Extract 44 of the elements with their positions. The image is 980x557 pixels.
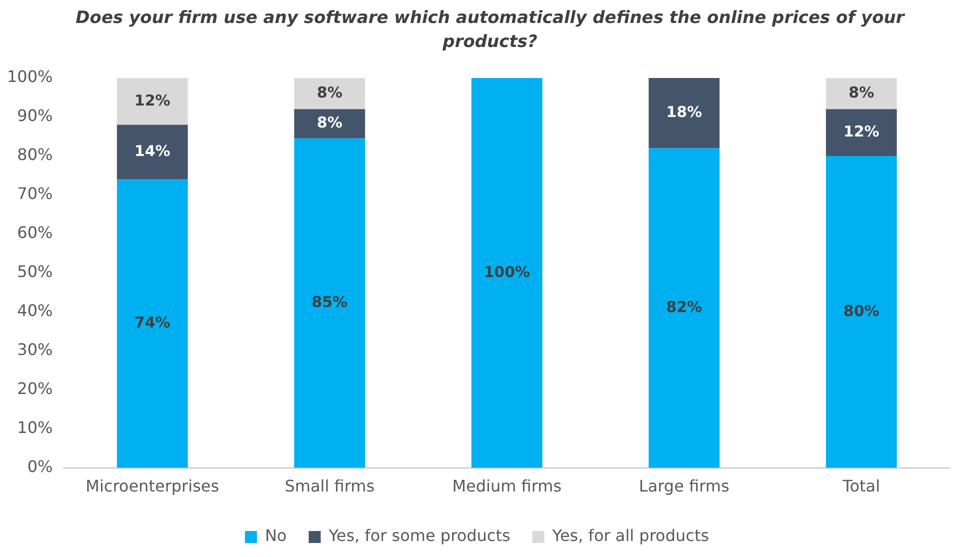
bar (471, 78, 542, 468)
y-tick-label: 20% (17, 378, 53, 398)
bar (826, 78, 897, 110)
data-label: 74% (134, 313, 170, 332)
y-tick-label: 0% (27, 456, 53, 476)
legend-label: Yes, for all products (551, 526, 710, 546)
data-label: 8% (316, 114, 342, 132)
bar (294, 138, 366, 468)
bar (648, 148, 720, 468)
y-tick-label: 90% (17, 106, 53, 126)
x-tick-label: Medium firms (452, 476, 562, 496)
chart-title: Does your firm use any software which automatically defines the online prices of your products? (74, 7, 906, 54)
y-tick-label: 60% (17, 223, 53, 242)
y-tick-label: 30% (17, 340, 53, 360)
bar (294, 109, 366, 138)
data-label: 12% (843, 122, 880, 140)
y-tick-label: 10% (17, 418, 53, 437)
bar (116, 179, 188, 468)
data-label: 14% (134, 142, 170, 160)
x-tick-label: Total (842, 476, 880, 496)
bar (294, 78, 366, 110)
bar (826, 156, 897, 468)
data-label: 18% (666, 102, 702, 121)
data-label: 100% (484, 262, 530, 281)
x-tick-label: Large firms (638, 476, 730, 496)
data-label: 82% (666, 298, 702, 316)
x-tick-label: Small firms (284, 476, 375, 496)
y-tick-label: 80% (17, 145, 53, 164)
y-tick-label: 40% (17, 301, 53, 320)
y-tick-label: 100% (6, 67, 53, 86)
data-label: 8% (316, 83, 342, 102)
y-tick-label: 50% (17, 262, 53, 282)
bar (648, 78, 720, 148)
data-label: 12% (134, 91, 170, 110)
x-tick-label: Microenterprises (86, 476, 220, 496)
y-tick-label: 70% (17, 184, 53, 204)
bar (826, 109, 897, 156)
bar (116, 78, 188, 125)
legend-label: Yes, for some products (328, 526, 510, 546)
data-label: 8% (848, 83, 874, 102)
bar (116, 124, 188, 180)
legend-label: No (264, 526, 287, 546)
data-label: 85% (312, 293, 348, 311)
data-label: 80% (843, 302, 880, 320)
